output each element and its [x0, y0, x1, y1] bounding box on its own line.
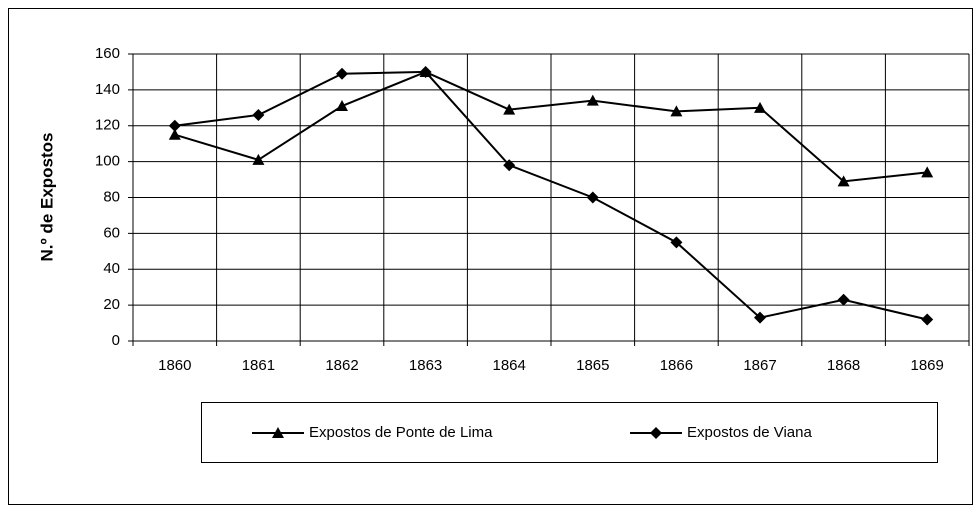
data-point	[921, 166, 934, 178]
legend-marker	[272, 427, 284, 438]
data-point	[503, 159, 516, 172]
data-point	[670, 236, 683, 249]
data-point	[336, 67, 348, 80]
data-point	[837, 293, 850, 306]
x-tick-label: 1865	[576, 357, 609, 374]
data-point	[168, 119, 181, 132]
x-tick-label: 1860	[158, 357, 191, 374]
x-tick-label: 1863	[409, 357, 442, 374]
y-tick-label: 0	[112, 332, 120, 349]
series-line	[174, 70, 928, 321]
y-tick-label: 20	[103, 296, 120, 313]
x-tick-label: 1866	[660, 357, 693, 374]
data-point	[419, 65, 432, 78]
data-point	[670, 105, 683, 117]
data-point	[921, 313, 934, 326]
legend-label: Expostos de Viana	[687, 424, 812, 441]
y-axis-label: N.º de Expostos	[37, 132, 56, 261]
y-tick-label: 40	[103, 260, 120, 277]
x-tick-label: 1867	[743, 357, 776, 374]
series-line	[174, 70, 928, 183]
x-tick-label: 1869	[911, 357, 944, 374]
y-tick-label: 160	[95, 45, 120, 62]
legend-label: Expostos de Ponte de Lima	[309, 424, 493, 441]
y-tick-label: 80	[103, 188, 120, 205]
data-point	[503, 103, 516, 115]
data-point	[252, 153, 265, 165]
data-point	[754, 311, 766, 324]
data-point	[336, 100, 348, 112]
x-tick-label: 1864	[493, 357, 526, 374]
x-tick-label: 1861	[242, 357, 275, 374]
y-tick-label: 60	[103, 224, 120, 241]
data-point	[837, 175, 850, 187]
legend-box	[201, 402, 938, 463]
data-point	[586, 94, 599, 106]
data-point	[586, 191, 599, 204]
x-tick-label: 1868	[827, 357, 860, 374]
y-tick-label: 120	[95, 117, 120, 134]
y-tick-label: 140	[95, 81, 120, 98]
x-tick-label: 1862	[325, 357, 358, 374]
data-point	[754, 101, 766, 113]
legend-marker	[650, 427, 662, 439]
y-tick-label: 100	[95, 153, 120, 170]
data-point	[168, 128, 181, 140]
data-point	[252, 108, 265, 121]
